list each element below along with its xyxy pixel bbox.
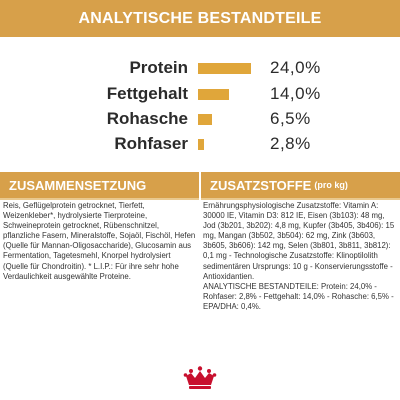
page-title: ANALYTISCHE BESTANDTEILE [78,9,322,27]
divider [201,198,400,200]
nutrient-bar [198,89,229,100]
divider [0,198,199,200]
additives-unit: (pro kg) [314,180,348,190]
nutrient-bar [198,114,212,125]
nutrient-row-fettgehalt: Fettgehalt 14,0% [0,81,400,107]
nutrient-value: 24,0% [270,58,321,77]
section-header-composition: ZUSAMMENSETZUNG [0,172,199,198]
nutrient-value: 6,5% [270,109,311,128]
additives-text: Ernährungsphysiologische Zusatzstoffe: V… [203,201,395,311]
nutrient-label: Rohasche [106,109,188,128]
nutrient-value: 2,8% [270,134,311,153]
nutrient-bar [198,139,204,150]
crown-logo-icon [183,366,217,389]
nutrient-value: 14,0% [270,84,321,103]
composition-text: Reis, Geflügelprotein getrocknet, Tierfe… [3,201,198,281]
additives-title: ZUSATZSTOFFE [210,177,312,193]
nutrient-row-rohasche: Rohasche 6,5% [0,106,400,132]
nutrient-row-rohfaser: Rohfaser 2,8% [0,131,400,157]
nutrient-label: Protein [129,58,188,77]
section-header-additives: ZUSATZSTOFFE (pro kg) [201,172,400,198]
section-header-analytical: ANALYTISCHE BESTANDTEILE [0,0,400,37]
nutrient-row-protein: Protein 24,0% [0,55,400,81]
composition-title: ZUSAMMENSETZUNG [9,177,147,193]
nutrient-label: Rohfaser [114,134,188,153]
nutrient-label: Fettgehalt [106,84,188,103]
nutrient-bar [198,63,251,74]
